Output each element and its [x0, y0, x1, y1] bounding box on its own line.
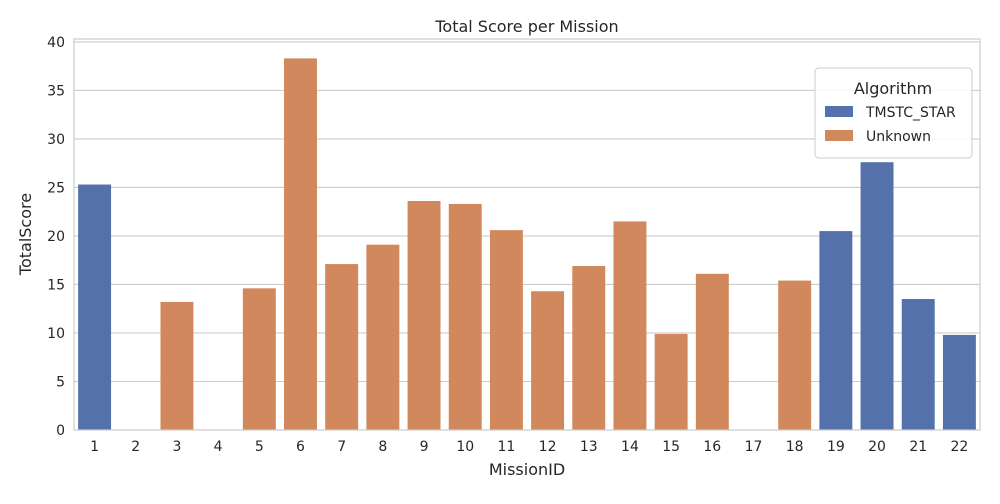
y-tick-label-6: 30 — [47, 132, 65, 148]
x-tick-label-7: 7 — [337, 439, 346, 455]
bar-mission-8 — [366, 244, 400, 430]
bar-mission-19 — [819, 231, 853, 430]
bars — [78, 58, 976, 430]
y-axis-label: TotalScore — [16, 193, 35, 276]
y-tick-label-0: 0 — [56, 423, 65, 439]
bar-mission-11 — [489, 230, 523, 430]
x-tick-labels: 1 2 3 4 5 6 7 8 9 10 11 12 13 14 15 16 17 18 19 20 21 22 — [90, 439, 968, 455]
x-tick-label-1: 1 — [90, 439, 99, 455]
x-tick-label-4: 4 — [214, 439, 223, 455]
x-axis-label: MissionID — [489, 460, 565, 479]
bar-mission-9 — [407, 201, 441, 430]
bar-mission-21 — [901, 299, 935, 430]
legend-swatch-0 — [825, 106, 853, 117]
y-tick-label-1: 5 — [56, 374, 65, 390]
bar-mission-6 — [284, 58, 317, 430]
legend-label-1: Unknown — [866, 129, 931, 145]
bar-mission-1 — [78, 184, 112, 430]
x-tick-label-3: 3 — [172, 439, 181, 455]
x-tick-label-8: 8 — [378, 439, 387, 455]
x-tick-label-18: 18 — [786, 439, 804, 455]
bar-mission-7 — [325, 264, 359, 430]
bar-mission-13 — [572, 266, 606, 430]
legend-title: Algorithm — [854, 79, 932, 98]
bar-mission-10 — [448, 203, 482, 430]
x-tick-label-10: 10 — [456, 439, 474, 455]
bar-mission-3 — [160, 301, 194, 430]
x-tick-label-14: 14 — [621, 439, 639, 455]
x-tick-label-9: 9 — [420, 439, 429, 455]
bar-mission-12 — [531, 291, 565, 430]
bar-mission-16 — [695, 273, 729, 430]
bar-mission-22 — [942, 334, 976, 430]
plot-frame — [73, 38, 981, 431]
x-tick-label-13: 13 — [580, 439, 598, 455]
x-tick-label-5: 5 — [255, 439, 264, 455]
x-tick-label-12: 12 — [539, 439, 557, 455]
y-tick-label-4: 20 — [47, 229, 65, 245]
y-tick-label-5: 25 — [47, 180, 65, 196]
bar-mission-5 — [242, 288, 276, 430]
x-tick-label-2: 2 — [131, 439, 140, 455]
x-tick-label-20: 20 — [868, 439, 886, 455]
y-tick-label-3: 15 — [47, 277, 65, 293]
x-tick-label-16: 16 — [703, 439, 721, 455]
bar-mission-20 — [860, 162, 894, 430]
bar-mission-15 — [654, 333, 688, 430]
x-tick-label-19: 19 — [827, 439, 845, 455]
chart-title: Total Score per Mission — [434, 17, 618, 36]
y-tick-labels: 0 5 10 15 20 25 30 35 40 — [47, 35, 65, 439]
x-tick-label-22: 22 — [950, 439, 968, 455]
bar-mission-18 — [778, 280, 812, 430]
x-tick-label-6: 6 — [296, 439, 305, 455]
y-tick-label-8: 40 — [47, 35, 65, 51]
gridlines — [74, 41, 980, 431]
bar-mission-14 — [613, 221, 647, 430]
legend-label-0: TMSTC_STAR — [865, 105, 956, 121]
x-tick-label-17: 17 — [745, 439, 763, 455]
y-tick-label-7: 35 — [47, 83, 65, 99]
x-tick-label-15: 15 — [662, 439, 680, 455]
legend: Algorithm TMSTC_STAR Unknown — [814, 67, 973, 159]
y-tick-label-2: 10 — [47, 326, 65, 342]
legend-box — [814, 67, 973, 159]
x-tick-label-11: 11 — [497, 439, 515, 455]
x-tick-label-21: 21 — [909, 439, 927, 455]
legend-swatch-1 — [825, 130, 853, 141]
